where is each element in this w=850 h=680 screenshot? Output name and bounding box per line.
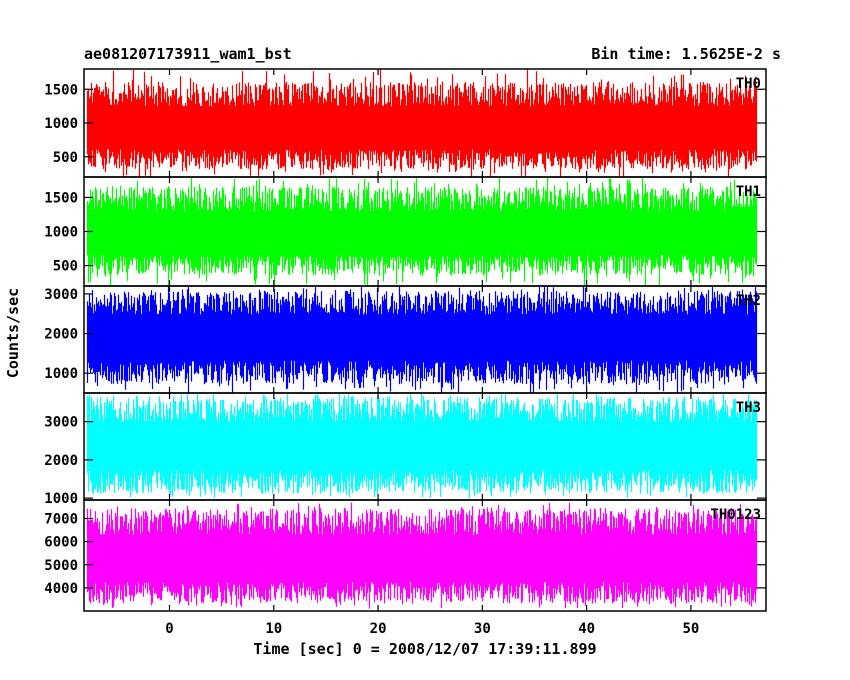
x-tick-label: 10 (265, 621, 282, 637)
y-tick-label: 6000 (44, 535, 78, 551)
y-tick-label: 5000 (44, 558, 78, 574)
panel-frame (83, 499, 767, 612)
x-tick-label: 20 (370, 621, 387, 637)
panel-label-th1: TH1 (736, 184, 761, 200)
series-line-th0123 (86, 502, 758, 609)
panel-th0: 500 1000 1500 TH0 (44, 68, 767, 178)
y-tick-label: 1500 (44, 190, 78, 206)
y-tick-label: 3000 (44, 287, 78, 303)
series-line-th0 (86, 69, 758, 177)
y-tick-label: 2000 (44, 453, 78, 469)
panel-label-th0: TH0 (736, 76, 761, 92)
y-tick-label: 1000 (44, 366, 78, 382)
y-tick-label: 500 (53, 150, 78, 166)
x-tick-label: 50 (682, 621, 699, 637)
x-axis-title: Time [sec] 0 = 2008/12/07 17:39:11.899 (253, 640, 596, 658)
panel-label-th0123: TH0123 (710, 507, 761, 523)
panel-th1: 500 1000 1500 TH1 (44, 176, 767, 287)
series-line-th1 (86, 177, 758, 286)
series-line-th2 (86, 286, 758, 393)
panel-th0123: 4000 5000 6000 7000 TH0123 (44, 499, 767, 612)
panel-label-th3: TH3 (736, 400, 761, 416)
x-tick-label: 0 (165, 621, 173, 637)
bin-time-label: Bin time: 1.5625E-2 s (591, 45, 781, 63)
y-tick-label: 1000 (44, 225, 78, 241)
panels-group: 500 1000 1500 TH0 500 1000 1500 TH1 1000 2000 3000… (44, 68, 767, 612)
y-tick-label: 500 (53, 259, 78, 275)
y-axis-title: Counts/sec (4, 288, 22, 378)
panel-label-th2: TH2 (736, 293, 761, 309)
y-tick-label: 1000 (44, 116, 78, 132)
y-tick-label: 4000 (44, 581, 78, 597)
y-tick-label: 1500 (44, 82, 78, 98)
series-line-th3 (86, 393, 758, 498)
x-axis: 0 10 20 30 40 50 (165, 621, 699, 637)
panel-th2: 1000 2000 3000 TH2 (44, 285, 767, 394)
chart-title: ae081207173911_wam1_bst (84, 45, 292, 63)
y-tick-label: 1000 (44, 491, 78, 507)
panel-th3: 1000 2000 3000 TH3 (44, 392, 767, 507)
x-tick-label: 40 (578, 621, 595, 637)
y-tick-label: 7000 (44, 512, 78, 528)
y-tick-label: 3000 (44, 415, 78, 431)
y-tick-label: 2000 (44, 327, 78, 343)
x-tick-label: 30 (474, 621, 491, 637)
